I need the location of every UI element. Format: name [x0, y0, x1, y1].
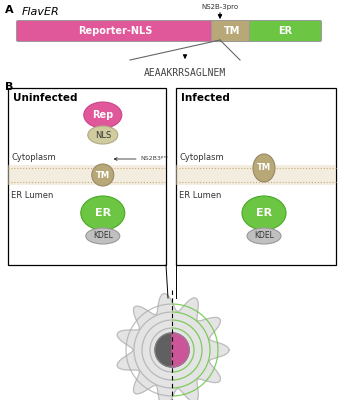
- Text: B: B: [5, 82, 13, 92]
- Polygon shape: [172, 333, 189, 367]
- Ellipse shape: [81, 196, 125, 230]
- Text: FlavER: FlavER: [22, 7, 60, 17]
- Text: NS2B3ᵖʳᵒ: NS2B3ᵖʳᵒ: [141, 156, 169, 162]
- Text: KDEL: KDEL: [254, 232, 274, 240]
- Text: Uninfected: Uninfected: [13, 93, 78, 103]
- Text: NS2B-3pro: NS2B-3pro: [201, 4, 238, 10]
- Ellipse shape: [88, 126, 118, 144]
- Text: AEAAKRRSAGLNEM: AEAAKRRSAGLNEM: [144, 68, 226, 78]
- Text: Reporter-NLS: Reporter-NLS: [78, 26, 153, 36]
- Ellipse shape: [86, 228, 120, 244]
- Text: ER Lumen: ER Lumen: [11, 190, 53, 200]
- Ellipse shape: [92, 164, 114, 186]
- FancyBboxPatch shape: [17, 20, 215, 42]
- Polygon shape: [117, 294, 229, 400]
- Bar: [176, 165, 336, 185]
- Text: Infected: Infected: [181, 93, 230, 103]
- Text: KDEL: KDEL: [93, 232, 113, 240]
- Text: Cytoplasm: Cytoplasm: [179, 152, 224, 162]
- Text: Cytoplasm: Cytoplasm: [11, 152, 56, 162]
- Text: A: A: [5, 5, 13, 15]
- Ellipse shape: [247, 228, 281, 244]
- Polygon shape: [155, 333, 189, 367]
- Text: NLS: NLS: [95, 130, 111, 140]
- Text: TM: TM: [257, 164, 271, 172]
- FancyBboxPatch shape: [211, 20, 253, 42]
- Bar: [8, 88, 166, 265]
- FancyBboxPatch shape: [249, 20, 322, 42]
- Ellipse shape: [242, 196, 286, 230]
- Bar: [176, 88, 336, 265]
- Bar: [8, 165, 166, 185]
- Text: ER Lumen: ER Lumen: [179, 190, 221, 200]
- Text: ER: ER: [256, 208, 272, 218]
- Ellipse shape: [84, 102, 122, 128]
- Text: Rep: Rep: [92, 110, 114, 120]
- Text: TM: TM: [96, 170, 110, 180]
- Text: TM: TM: [224, 26, 240, 36]
- Ellipse shape: [253, 154, 275, 182]
- Text: ER: ER: [278, 26, 293, 36]
- Text: ER: ER: [95, 208, 111, 218]
